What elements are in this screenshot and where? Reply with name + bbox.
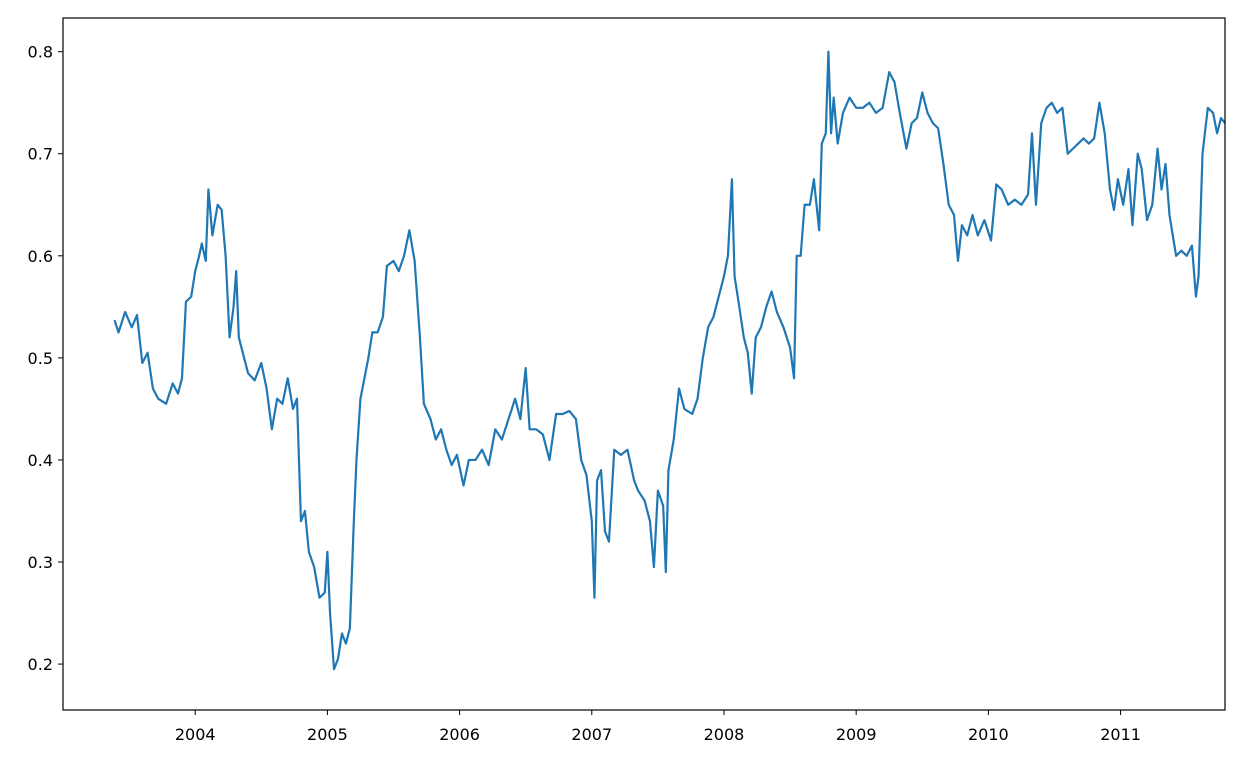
x-tick-label: 2006 [439,725,480,744]
y-tick-label: 0.2 [28,655,53,674]
y-tick-label: 0.7 [28,145,53,164]
y-tick-label: 0.6 [28,247,53,266]
x-tick-label: 2010 [968,725,1009,744]
x-tick-label: 2009 [836,725,877,744]
x-tick-label: 2005 [307,725,348,744]
x-tick-label: 2007 [571,725,612,744]
y-tick-label: 0.5 [28,349,53,368]
x-tick-label: 2008 [704,725,745,744]
plot-frame [62,17,1226,711]
x-tick-label: 2011 [1100,725,1141,744]
x-tick-label: 2004 [175,725,216,744]
y-tick-label: 0.4 [28,451,53,470]
y-tick-label: 0.8 [28,43,53,62]
y-tick-label: 0.3 [28,553,53,572]
data-line [113,50,1226,671]
